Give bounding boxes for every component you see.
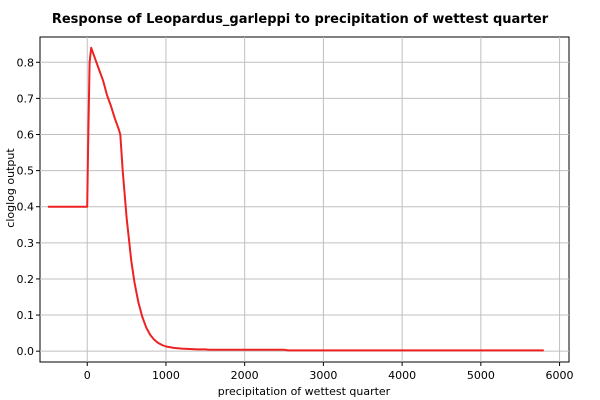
x-tick-label: 0: [84, 369, 91, 382]
x-tick-label: 5000: [467, 369, 495, 382]
y-tick-label: 0.4: [17, 201, 35, 214]
x-axis-label: precipitation of wettest quarter: [218, 385, 391, 398]
response-curve: [47, 46, 544, 352]
y-tick-label: 0.1: [17, 309, 35, 322]
y-tick-label: 0.0: [17, 345, 35, 358]
y-tick-label: 0.5: [17, 165, 35, 178]
x-tick-label: 1000: [152, 369, 180, 382]
y-tick-label: 0.3: [17, 237, 35, 250]
x-tick-label: 2000: [231, 369, 259, 382]
y-tick-label: 0.7: [17, 92, 35, 105]
series-layer: [47, 46, 544, 352]
tick-layer: 0 1000 2000 3000 4000 5000 6000 0.0 0.1 0.2 0.3 0.4…: [17, 56, 574, 382]
x-tick-label: 3000: [309, 369, 337, 382]
x-tick-label: 4000: [388, 369, 416, 382]
grid-layer: [40, 37, 569, 362]
chart-title: Response of Leopardus_garleppi to precip…: [51, 12, 549, 27]
plot-background: [39, 36, 570, 363]
y-tick-label: 0.2: [17, 273, 35, 286]
y-tick-label: 0.6: [17, 129, 35, 142]
y-axis-label: cloglog output: [4, 148, 17, 228]
y-tick-label: 0.8: [17, 56, 35, 69]
x-tick-label: 6000: [546, 369, 574, 382]
